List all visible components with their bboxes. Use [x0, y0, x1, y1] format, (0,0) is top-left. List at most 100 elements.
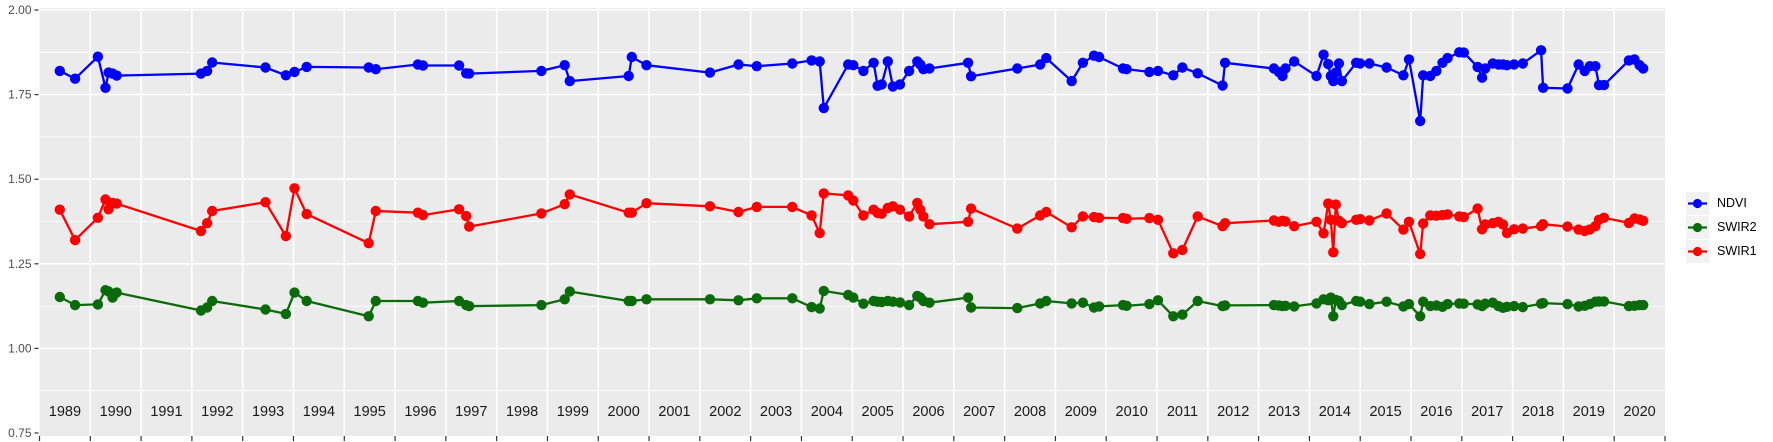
data-point-swir2 [1638, 299, 1649, 311]
data-point-swir2 [1598, 296, 1610, 307]
data-point-ndvi [207, 57, 218, 68]
data-point-swir1 [559, 199, 570, 210]
data-point-swir2 [1364, 298, 1375, 310]
x-axis-label: 2009 [1065, 404, 1097, 420]
data-point-swir2 [1041, 295, 1052, 307]
data-point-swir2 [370, 295, 381, 307]
data-point-swir1 [564, 189, 575, 200]
x-axis-label: 1997 [455, 404, 487, 420]
data-point-ndvi [1517, 58, 1529, 69]
legend-item-swir2: SWIR2 [1686, 216, 1757, 239]
data-point-ndvi [1336, 75, 1348, 87]
data-point-swir2 [1508, 300, 1520, 312]
x-axis-label: 2008 [1014, 404, 1046, 420]
data-point-swir2 [962, 292, 974, 303]
data-point-swir1 [858, 210, 869, 221]
data-point-swir2 [1093, 301, 1105, 312]
x-axis-label: 2004 [811, 404, 843, 420]
data-point-swir1 [464, 221, 475, 232]
data-point-ndvi [1562, 83, 1573, 94]
data-point-ndvi [1144, 66, 1155, 78]
data-point-swir2 [301, 295, 312, 307]
data-point-ndvi [280, 70, 292, 81]
data-point-ndvi [1381, 62, 1392, 73]
data-point-ndvi [559, 59, 570, 71]
data-point-swir1 [1472, 203, 1483, 214]
data-point-swir1 [54, 204, 65, 215]
data-point-swir1 [1144, 212, 1155, 224]
legend-item-ndvi: NDVI [1686, 192, 1757, 215]
data-point-ndvi [1289, 56, 1300, 67]
x-axis-label: 2002 [709, 404, 741, 420]
data-point-swir1 [1638, 215, 1649, 226]
data-point-swir1 [1508, 224, 1520, 235]
data-point-ndvi [1403, 54, 1415, 65]
data-point-ndvi [54, 65, 65, 77]
data-point-ndvi [1598, 79, 1610, 91]
data-point-swir2 [1442, 298, 1453, 310]
data-point-ndvi [453, 60, 465, 71]
data-point-swir2 [1517, 301, 1529, 313]
data-point-ndvi [903, 65, 915, 77]
data-point-swir1 [1364, 215, 1375, 226]
data-point-ndvi [100, 82, 111, 94]
data-point-ndvi [1330, 67, 1342, 78]
data-point-ndvi [858, 65, 869, 77]
data-point-ndvi [370, 63, 381, 75]
x-axis-label: 2011 [1167, 404, 1198, 420]
data-point-swir2 [1177, 309, 1188, 320]
data-point-ndvi [876, 79, 887, 90]
data-point-swir1 [1355, 213, 1366, 225]
data-point-swir1 [1121, 213, 1132, 224]
legend: NDVI SWIR2 SWIR1 [1686, 192, 1757, 263]
legend-label-swir2: SWIR2 [1717, 220, 1757, 234]
data-point-ndvi [1590, 60, 1601, 72]
data-point-swir2 [289, 287, 300, 298]
data-point-ndvi [924, 63, 935, 74]
data-point-swir2 [1381, 296, 1392, 307]
data-point-swir1 [626, 207, 637, 218]
data-point-swir1 [806, 210, 817, 221]
data-point-swir1 [260, 197, 271, 208]
data-point-swir1 [894, 204, 906, 215]
data-point-swir1 [453, 204, 465, 215]
data-point-ndvi [1333, 58, 1345, 69]
data-point-swir1 [924, 219, 935, 230]
x-axis-label: 1996 [404, 404, 436, 420]
x-axis-label: 1989 [49, 404, 81, 420]
data-point-swir2 [1152, 295, 1164, 306]
data-point-swir2 [1066, 298, 1077, 309]
y-axis-label: 1.00 [8, 341, 32, 355]
data-point-swir2 [1144, 298, 1155, 310]
data-point-swir2 [751, 293, 762, 304]
data-point-ndvi [1012, 63, 1023, 74]
data-point-swir2 [806, 301, 817, 313]
data-point-swir1 [1458, 211, 1470, 223]
data-point-swir2 [787, 293, 798, 304]
x-axis-label: 2001 [658, 404, 690, 420]
data-point-swir1 [1398, 224, 1409, 235]
data-point-ndvi [1535, 45, 1547, 56]
data-point-ndvi [806, 55, 817, 66]
data-point-swir2 [564, 286, 575, 297]
data-point-ndvi [1121, 63, 1132, 75]
data-point-swir1 [704, 201, 716, 212]
data-point-ndvi [1638, 63, 1649, 74]
data-point-swir1 [733, 206, 744, 218]
x-axis-label: 1990 [100, 404, 132, 420]
data-point-swir1 [1168, 248, 1179, 259]
data-point-ndvi [787, 58, 798, 69]
legend-label-ndvi: NDVI [1717, 196, 1747, 210]
legend-point-icon [1692, 222, 1703, 233]
data-point-ndvi [1192, 68, 1203, 79]
data-point-swir2 [1012, 302, 1023, 314]
data-point-swir1 [1041, 206, 1052, 218]
data-point-ndvi [965, 71, 977, 82]
legend-label-swir1: SWIR1 [1717, 244, 1757, 258]
data-point-swir1 [1418, 218, 1429, 229]
data-point-swir1 [751, 201, 762, 213]
data-point-ndvi [1476, 72, 1488, 83]
data-point-swir2 [965, 302, 977, 313]
data-point-swir1 [641, 198, 652, 209]
